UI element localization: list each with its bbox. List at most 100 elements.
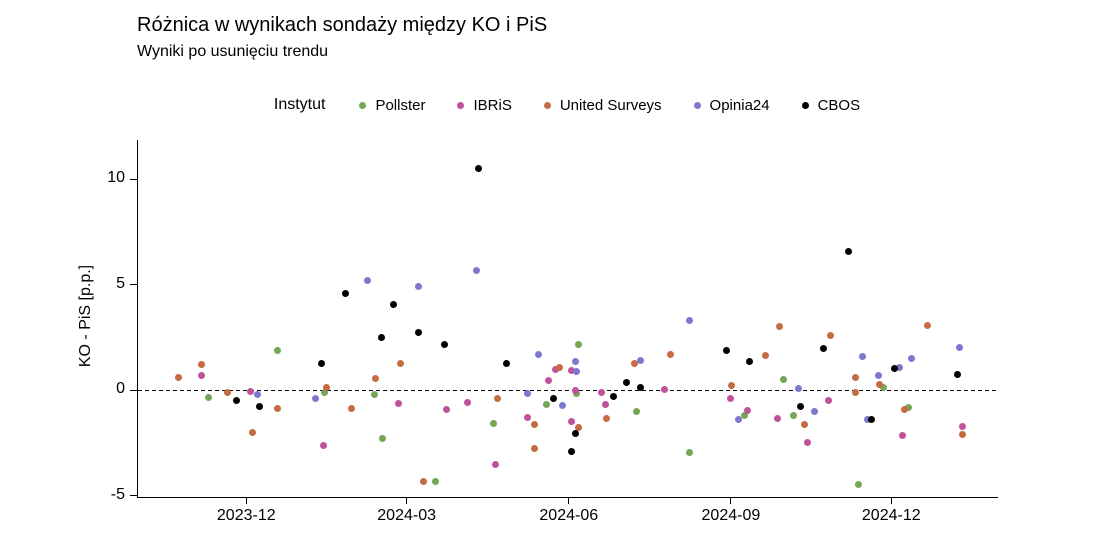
data-point bbox=[312, 395, 320, 403]
legend-swatch-icon bbox=[457, 101, 465, 109]
data-point bbox=[323, 383, 331, 391]
y-axis-tick bbox=[130, 178, 137, 180]
data-point bbox=[492, 460, 500, 468]
y-tick-label: 10 bbox=[107, 169, 125, 187]
y-tick-label: 5 bbox=[116, 274, 125, 292]
data-point bbox=[474, 165, 482, 173]
data-point bbox=[197, 360, 205, 368]
data-point bbox=[550, 395, 558, 403]
data-point bbox=[441, 340, 449, 348]
data-point bbox=[876, 380, 884, 388]
data-point bbox=[795, 384, 803, 392]
legend-item-united-surveys: United Surveys bbox=[543, 96, 662, 114]
data-point bbox=[603, 415, 611, 423]
data-point bbox=[317, 359, 325, 367]
chart-title: Różnica w wynikach sondaży między KO i P… bbox=[137, 14, 548, 36]
data-point bbox=[864, 416, 872, 424]
data-point bbox=[726, 395, 734, 403]
data-point bbox=[844, 247, 852, 255]
data-point bbox=[490, 419, 498, 427]
legend-item-label: Pollster bbox=[375, 96, 426, 114]
chart-subtitle: Wyniki po usunięciu trendu bbox=[137, 43, 329, 60]
x-axis-tick bbox=[890, 497, 892, 504]
data-point bbox=[811, 408, 819, 416]
data-point bbox=[779, 376, 787, 384]
data-point bbox=[746, 358, 754, 366]
data-point bbox=[953, 371, 961, 379]
data-point bbox=[568, 366, 576, 374]
data-point bbox=[774, 415, 782, 423]
data-point bbox=[904, 403, 912, 411]
data-point bbox=[661, 385, 669, 393]
data-point bbox=[555, 363, 563, 371]
legend: Instytut Pollster IBRiS United Surveys Opin… bbox=[137, 92, 997, 118]
data-point bbox=[372, 375, 380, 383]
data-point bbox=[464, 398, 472, 406]
data-point bbox=[622, 378, 630, 386]
data-point bbox=[175, 374, 183, 382]
data-point bbox=[728, 381, 736, 389]
x-axis-tick bbox=[568, 497, 570, 504]
data-point bbox=[397, 359, 405, 367]
data-point bbox=[247, 388, 255, 395]
data-point bbox=[494, 395, 501, 403]
legend-title: Instytut bbox=[273, 96, 326, 113]
data-point bbox=[820, 344, 828, 352]
data-point bbox=[545, 377, 553, 385]
data-point bbox=[273, 346, 281, 354]
legend-swatch-icon bbox=[359, 101, 367, 109]
data-point bbox=[543, 400, 551, 408]
data-point bbox=[851, 374, 859, 382]
data-point bbox=[610, 393, 618, 401]
data-point bbox=[761, 352, 769, 360]
data-point bbox=[899, 432, 907, 440]
data-point bbox=[890, 364, 898, 372]
legend-item-label: CBOS bbox=[817, 96, 861, 114]
data-point bbox=[636, 383, 644, 391]
legend-item-label: Opinia24 bbox=[709, 96, 770, 114]
data-point bbox=[631, 359, 639, 367]
y-axis-tick bbox=[130, 495, 137, 497]
data-point bbox=[827, 332, 835, 340]
legend-item-opinia24: Opinia24 bbox=[693, 96, 770, 114]
data-point bbox=[825, 397, 833, 405]
data-point bbox=[901, 405, 909, 413]
data-point bbox=[797, 402, 805, 410]
data-point bbox=[597, 389, 605, 397]
zero-reference-line bbox=[138, 389, 998, 391]
data-point bbox=[370, 391, 378, 399]
data-point bbox=[414, 282, 422, 290]
data-point bbox=[867, 416, 875, 424]
legend-item-label: IBRiS bbox=[473, 96, 512, 114]
data-point bbox=[575, 340, 583, 348]
data-point bbox=[804, 438, 812, 446]
legend-swatch-icon bbox=[543, 101, 551, 109]
data-point bbox=[895, 363, 903, 371]
data-point bbox=[204, 394, 212, 402]
data-point bbox=[321, 389, 329, 397]
data-point bbox=[744, 406, 752, 414]
data-point bbox=[568, 448, 576, 456]
data-point bbox=[319, 441, 327, 449]
data-point bbox=[379, 435, 387, 443]
data-point bbox=[568, 417, 576, 425]
data-point bbox=[636, 357, 644, 365]
data-point bbox=[197, 372, 205, 380]
data-point bbox=[686, 449, 694, 457]
data-point bbox=[874, 372, 882, 380]
data-point bbox=[740, 412, 748, 420]
legend-item-label: United Surveys bbox=[559, 96, 662, 114]
data-point bbox=[377, 334, 385, 342]
data-point bbox=[249, 429, 257, 437]
x-tick-label: 2024-12 bbox=[861, 507, 921, 524]
data-point bbox=[879, 383, 887, 391]
data-point bbox=[534, 351, 542, 359]
data-point bbox=[414, 328, 422, 336]
data-point bbox=[347, 404, 355, 412]
legend-swatch-icon bbox=[801, 101, 809, 109]
x-axis-tick bbox=[245, 497, 247, 504]
data-point bbox=[601, 400, 609, 408]
data-point bbox=[955, 343, 963, 351]
data-point bbox=[858, 353, 866, 361]
